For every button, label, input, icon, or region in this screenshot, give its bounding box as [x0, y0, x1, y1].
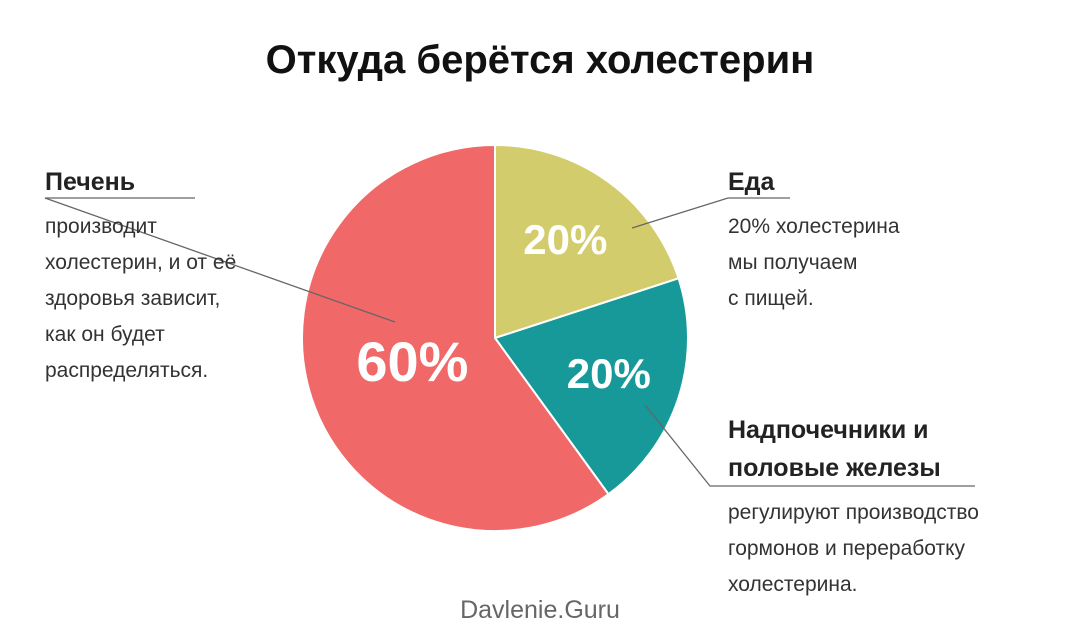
chart-title: Откуда берётся холестерин [265, 38, 815, 82]
label-block: Надпочечники и половые железы регулируют … [728, 411, 988, 603]
description: регулируют производство гормонов и перера… [728, 495, 988, 603]
description-line: с пищей. [728, 287, 814, 310]
pie-slice [301, 143, 610, 532]
description-line: мы получаем [728, 251, 858, 274]
description-line: производит [45, 215, 157, 238]
description-line: как он будет [45, 323, 165, 346]
description-line: здоровья зависит, [45, 287, 221, 310]
leader-line [631, 197, 790, 229]
slice-label: 20% [523, 216, 607, 263]
category-label: Надпочечники и половые железы [728, 416, 941, 482]
description: производит холестерин, и от её здоровья за… [45, 209, 305, 389]
description: 20% холестерина мы получаем с пищей. [728, 209, 1028, 317]
slice-label: 60% [356, 330, 468, 393]
label-block: Еда 20% холестерина мы получаем с пищей. [728, 163, 1028, 317]
description-line: распределяться. [45, 359, 209, 382]
pie-slice [493, 277, 689, 496]
description-line: гормонов и переработку [728, 537, 966, 560]
description-line: холестерина. [728, 573, 858, 596]
leader-line [44, 197, 396, 323]
description-line: холестерин, и от её [45, 251, 237, 274]
slice-label: 20% [567, 350, 651, 397]
label-block: Печень производит холестерин, и от её здоро… [45, 163, 305, 389]
leader-line [644, 404, 975, 487]
description-line: регулируют производство [728, 501, 979, 524]
category-label: Печень [45, 168, 136, 196]
category-label: Еда [728, 168, 775, 196]
pie-slice [494, 143, 680, 340]
watermark: Davlenie.Guru [460, 596, 620, 624]
description-line: 20% холестерина [728, 215, 900, 238]
